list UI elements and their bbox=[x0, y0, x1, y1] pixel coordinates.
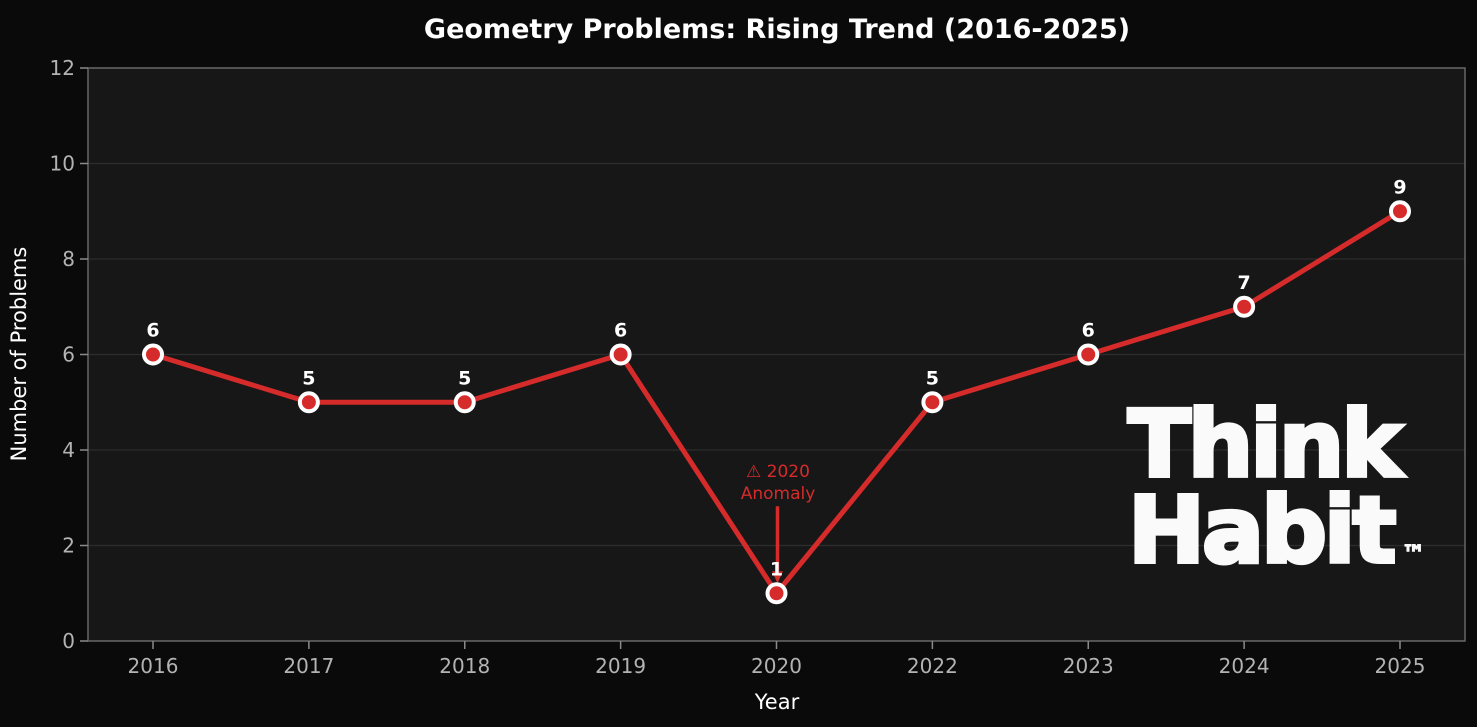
x-tick-label-2022: 2022 bbox=[907, 654, 958, 678]
y-tick-label: 10 bbox=[50, 152, 75, 176]
point-label-2024: 7 bbox=[1238, 272, 1251, 294]
annotation-arrow-head bbox=[772, 571, 783, 584]
y-tick-label: 2 bbox=[62, 534, 75, 558]
y-tick-label: 12 bbox=[50, 56, 75, 80]
thinkhabit-watermark: Think Habit ™ bbox=[1126, 391, 1473, 597]
x-tick-label-2024: 2024 bbox=[1219, 654, 1270, 678]
data-point-2016 bbox=[142, 343, 164, 366]
watermark-line1: Think bbox=[1126, 391, 1404, 498]
trademark-symbol: ™ bbox=[1401, 540, 1426, 569]
data-point-2020 bbox=[765, 582, 788, 605]
point-label-2020: 1 bbox=[770, 558, 783, 580]
x-axis-title: Year bbox=[754, 690, 800, 714]
y-tick-label: 0 bbox=[62, 629, 75, 653]
anomaly-annotation-line2: Anomaly bbox=[741, 484, 816, 504]
x-tick-label-2016: 2016 bbox=[128, 654, 179, 678]
point-label-2016: 6 bbox=[146, 320, 159, 342]
x-tick-label-2023: 2023 bbox=[1063, 654, 1114, 678]
y-axis-title: Number of Problems bbox=[7, 247, 31, 462]
x-tick-label-2020: 2020 bbox=[751, 654, 802, 678]
point-label-2023: 6 bbox=[1082, 320, 1095, 342]
data-point-2022 bbox=[921, 391, 944, 414]
chart-title: Geometry Problems: Rising Trend (2016-20… bbox=[424, 14, 1130, 45]
y-tick-label: 8 bbox=[62, 247, 75, 271]
point-label-2017: 5 bbox=[302, 367, 315, 389]
point-label-2022: 5 bbox=[926, 367, 939, 389]
data-point-2019 bbox=[609, 343, 632, 366]
point-label-2019: 6 bbox=[614, 320, 627, 342]
watermark-line2: Habit ™ bbox=[1126, 477, 1426, 584]
y-tick-label: 4 bbox=[62, 438, 75, 462]
x-tick-label-2017: 2017 bbox=[283, 654, 334, 678]
data-point-2023 bbox=[1077, 343, 1100, 366]
y-tick-label: 6 bbox=[62, 343, 75, 367]
data-point-2017 bbox=[297, 391, 320, 414]
point-label-2025: 9 bbox=[1393, 176, 1406, 198]
x-tick-label-2018: 2018 bbox=[439, 654, 490, 678]
data-point-2024 bbox=[1233, 295, 1256, 318]
x-tick-label-2019: 2019 bbox=[595, 654, 646, 678]
data-point-2025 bbox=[1389, 200, 1411, 223]
anomaly-annotation-line1: ⚠ 2020 bbox=[746, 462, 810, 482]
data-point-2018 bbox=[453, 391, 476, 414]
x-tick-label-2025: 2025 bbox=[1375, 654, 1426, 678]
point-label-2018: 5 bbox=[458, 367, 471, 389]
